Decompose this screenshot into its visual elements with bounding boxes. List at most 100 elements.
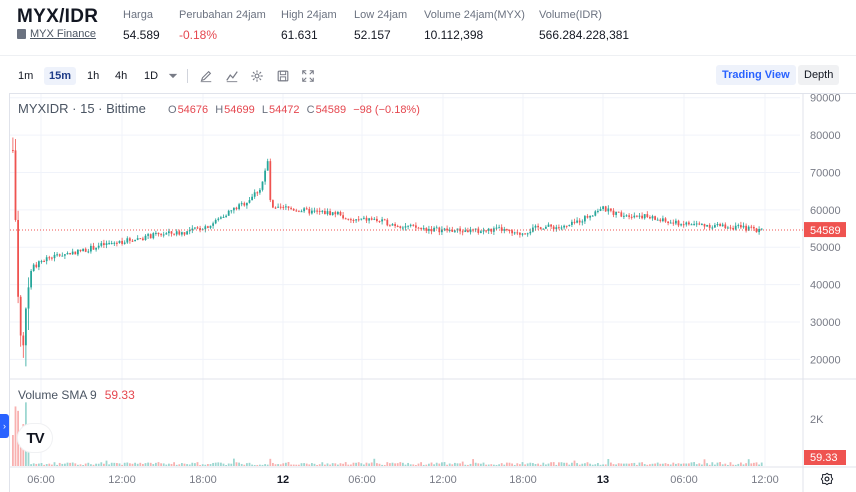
volume-bar — [253, 464, 256, 466]
volume-bar — [269, 458, 272, 466]
candle-body — [43, 261, 45, 263]
volume-bar — [664, 463, 667, 466]
volume-bar — [155, 462, 157, 466]
candle-body — [48, 257, 51, 259]
volume-bar — [586, 462, 589, 466]
volume-bar — [103, 463, 105, 466]
candle-body — [311, 210, 313, 214]
volume-bar — [441, 462, 443, 466]
candle-body — [32, 264, 35, 271]
volume-bar — [113, 462, 116, 466]
volume-bar — [186, 464, 188, 466]
stat-label: Harga — [123, 9, 153, 21]
candle-body — [404, 226, 407, 228]
volume-bar — [246, 463, 248, 466]
candle-body — [480, 231, 482, 233]
chevron-down-icon[interactable] — [164, 67, 182, 85]
chart-legend: MYXIDR · 15 · Bittime — [18, 101, 156, 116]
indicator-icon[interactable] — [223, 67, 241, 85]
trading-view-button[interactable]: Trading View — [716, 65, 796, 85]
candle-body — [357, 219, 360, 221]
candle-body — [186, 231, 188, 235]
candle-body — [103, 243, 105, 245]
candle-body — [259, 189, 261, 193]
timeframe-15m[interactable]: 15m — [44, 67, 77, 85]
candle-body — [290, 207, 292, 209]
candle-body — [191, 228, 194, 231]
candle-body — [56, 254, 58, 256]
depth-button[interactable]: Depth — [798, 65, 840, 85]
volume-bar — [495, 464, 498, 466]
stat-value: 10.112,398 — [424, 28, 484, 42]
chart-settings-icon[interactable] — [818, 470, 836, 488]
candle-body — [633, 215, 636, 218]
candle-body — [77, 249, 79, 255]
timeframe-4h[interactable]: 4h — [115, 70, 128, 82]
volume-bar — [334, 463, 337, 466]
timeframe-1m[interactable]: 1m — [18, 70, 34, 82]
candle-body — [318, 210, 321, 212]
volume-bar — [565, 462, 568, 466]
tradingview-logo[interactable]: TV — [18, 424, 52, 452]
time-tick-label: 06:00 — [670, 474, 698, 486]
pencil-icon[interactable] — [197, 67, 215, 85]
candle-body — [305, 208, 308, 210]
candle-body — [760, 228, 763, 230]
volume-bar — [370, 462, 373, 466]
volume-bar — [368, 463, 370, 466]
volume-bar — [365, 462, 368, 466]
volume-bar — [129, 463, 131, 466]
candle-body — [256, 192, 259, 194]
volume-bar — [568, 464, 571, 466]
exchange-name[interactable]: MYX Finance — [30, 28, 97, 40]
gear-icon[interactable] — [248, 67, 266, 85]
candle-body — [272, 200, 274, 208]
volume-bar — [316, 464, 318, 466]
volume-bar — [513, 464, 516, 466]
volume-bar — [532, 463, 534, 466]
volume-bar — [136, 463, 139, 466]
exchange-link[interactable]: MYX Finance — [17, 28, 96, 40]
volume-bar — [355, 462, 357, 466]
timeframe-1h[interactable]: 1h — [87, 70, 100, 82]
volume-bar — [750, 463, 753, 466]
candle-body — [381, 219, 383, 222]
volume-bar — [669, 464, 672, 466]
candle-body — [641, 215, 643, 219]
candle-body — [243, 203, 246, 206]
volume-bar — [758, 464, 760, 466]
volume-bar — [430, 462, 433, 466]
candle-body — [513, 232, 516, 234]
volume-bar — [747, 459, 750, 466]
sidebar-toggle-button[interactable]: › — [0, 414, 9, 438]
candle-body — [399, 226, 402, 228]
fullscreen-icon[interactable] — [299, 67, 317, 85]
volume-bar — [342, 463, 344, 466]
candle-body — [144, 235, 147, 240]
volume-bar — [563, 462, 565, 466]
candle-body — [688, 222, 690, 225]
candle-body — [589, 215, 591, 218]
volume-bar — [149, 462, 152, 466]
volume-bar — [162, 463, 165, 466]
volume-bar — [360, 463, 363, 466]
save-icon[interactable] — [274, 67, 292, 85]
candle-body — [17, 219, 19, 297]
candle-body — [656, 219, 659, 221]
candle-body — [316, 210, 318, 212]
candle-body — [690, 224, 693, 226]
volume-bar — [274, 464, 277, 466]
candle-body — [274, 207, 277, 209]
candle-body — [534, 225, 537, 228]
candle-body — [643, 214, 646, 219]
candle-body — [152, 233, 155, 239]
candle-body — [61, 255, 64, 257]
volume-bar — [48, 463, 51, 466]
volume-bar — [412, 464, 415, 466]
volume-bar — [500, 463, 503, 466]
timeframe-1d[interactable]: 1D — [144, 70, 159, 82]
volume-bar — [594, 464, 597, 466]
volume-bar — [646, 464, 649, 466]
candle-body — [139, 238, 142, 240]
